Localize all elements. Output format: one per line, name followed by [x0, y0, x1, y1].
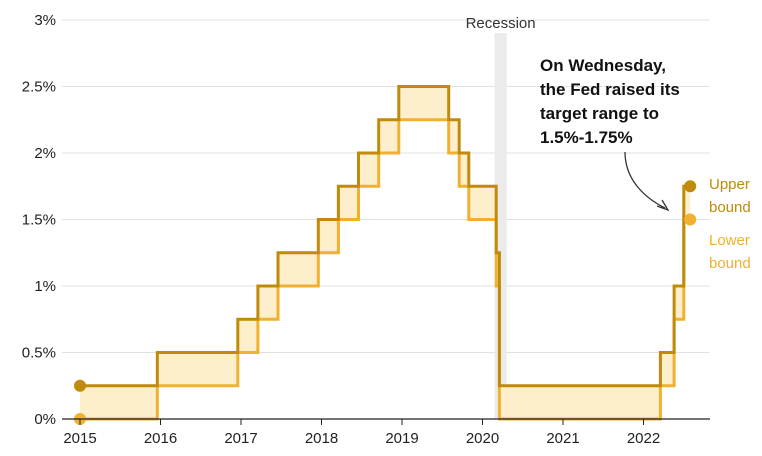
x-tick-label: 2021: [546, 430, 579, 447]
y-tick-label: 0.5%: [22, 345, 56, 362]
x-tick-label: 2022: [627, 430, 660, 447]
y-tick-label: 3%: [34, 12, 56, 29]
y-tick-label: 1.5%: [22, 212, 56, 229]
y-tick-label: 1%: [34, 278, 56, 295]
upper-bound-start-point: [74, 379, 86, 392]
legend-lower-line-2: bound: [709, 255, 751, 272]
legend-lower-line-1: Lower: [709, 232, 750, 249]
annotation: On Wednesday, the Fed raised its target …: [540, 56, 680, 212]
lower-bound-end-point: [684, 213, 697, 226]
upper-bound-end-point: [684, 180, 697, 193]
gridlines: [62, 19, 710, 353]
y-axis-ticks: 0% 0.5% 1% 1.5% 2% 2.5% 3%: [22, 12, 56, 428]
legend-upper-line-2: bound: [709, 199, 751, 216]
x-axis-ticks: 2015 2016 2017 2018 2019 2020 2021 2022: [63, 419, 660, 447]
endpoint-markers: [74, 180, 697, 425]
annotation-line-1: On Wednesday,: [540, 56, 666, 75]
y-tick-label: 0%: [34, 411, 56, 428]
y-tick-label: 2%: [34, 145, 56, 162]
x-tick-label: 2019: [385, 430, 418, 447]
annotation-arrow: [624, 151, 666, 209]
upper-bound-line: [80, 85, 691, 388]
x-tick-label: 2016: [144, 430, 177, 447]
annotation-line-2: the Fed raised its: [540, 80, 680, 99]
annotation-arrowhead: [656, 199, 670, 212]
x-tick-label: 2018: [305, 430, 338, 447]
recession-band: [494, 33, 507, 419]
x-tick-label: 2017: [224, 430, 257, 447]
lower-bound-line: [80, 118, 691, 421]
legend: Upper bound Lower bound: [709, 176, 751, 272]
y-tick-label: 2.5%: [22, 79, 56, 96]
recession-label: Recession: [466, 15, 536, 32]
legend-upper-line-1: Upper: [709, 176, 750, 193]
x-tick-label: 2020: [466, 430, 499, 447]
x-tick-label: 2015: [63, 430, 96, 447]
annotation-line-4: 1.5%-1.75%: [540, 128, 633, 147]
annotation-line-3: target range to: [540, 104, 659, 123]
